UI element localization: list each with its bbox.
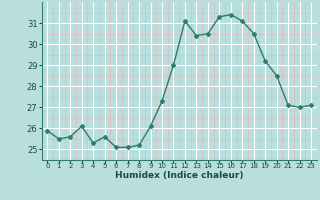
X-axis label: Humidex (Indice chaleur): Humidex (Indice chaleur) bbox=[115, 171, 244, 180]
